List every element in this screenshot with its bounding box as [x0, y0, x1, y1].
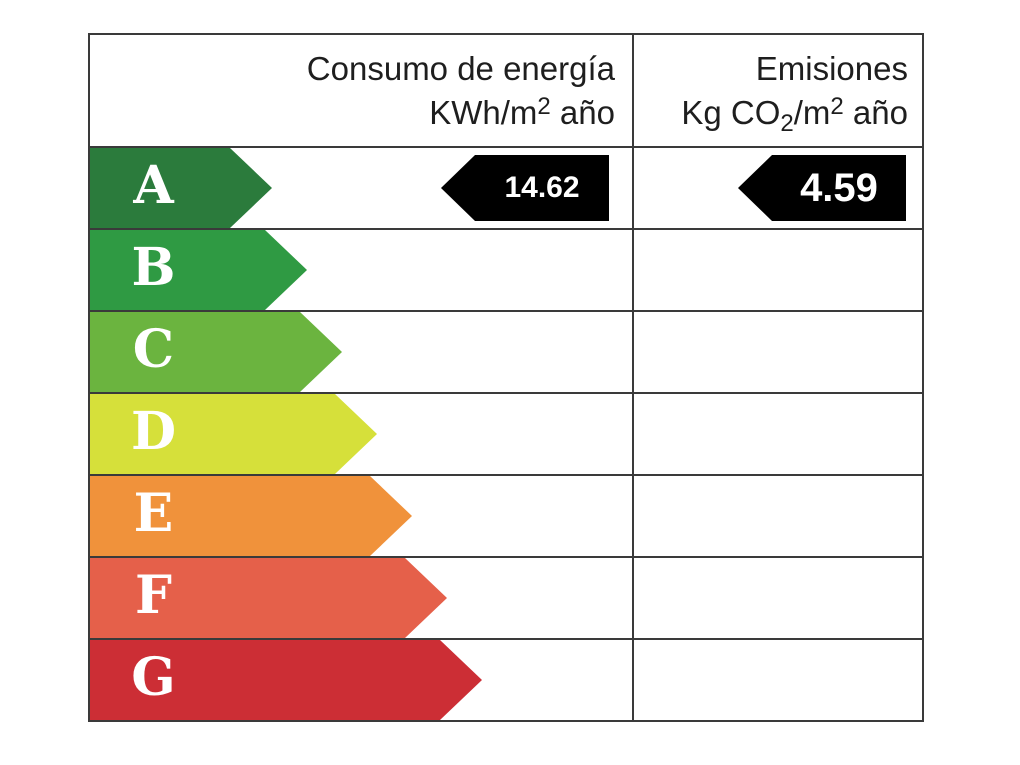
rating-arrow-b [90, 230, 307, 310]
rating-arrow-a [90, 148, 272, 228]
row-divider [88, 474, 922, 476]
rating-letter-e: E [133, 483, 175, 544]
consumo-badge [441, 155, 609, 221]
consumo-title: Consumo de energía [306, 50, 615, 87]
rating-arrow-e [90, 476, 412, 556]
rating-letter-a: A [133, 155, 175, 216]
emisiones-value: 4.59 [800, 166, 878, 210]
rating-arrow-f [90, 558, 447, 638]
row-divider [88, 310, 922, 312]
table-border-bottom [88, 720, 922, 722]
rating-letter-f: F [135, 565, 173, 626]
table-border-right [922, 33, 924, 722]
emisiones-title: Emisiones [755, 50, 908, 87]
rating-letter-c: C [132, 319, 176, 380]
rating-letter-d: D [130, 401, 178, 462]
rating-arrow-c [90, 312, 342, 392]
consumo-value: 14.62 [504, 171, 580, 204]
rating-letter-b: B [131, 237, 177, 298]
row-divider [88, 392, 922, 394]
consumo-header: Consumo de energía KWh/m2 año [100, 47, 615, 139]
row-divider [88, 556, 922, 558]
row-divider [88, 638, 922, 640]
consumo-unit: KWh/m2 año [429, 93, 615, 131]
header-divider [88, 146, 922, 148]
column-divider [632, 33, 634, 722]
rating-letter-g: G [131, 647, 177, 708]
emisiones-badge [738, 155, 906, 221]
emisiones-header: Emisiones Kg CO2/m2 año [640, 47, 908, 139]
rating-arrow-g [90, 640, 482, 720]
emisiones-unit: Kg CO2/m2 año [681, 93, 908, 137]
table-border-top [88, 33, 922, 35]
row-divider [88, 228, 922, 230]
table-border-left [88, 33, 90, 722]
rating-arrow-d [90, 394, 377, 474]
